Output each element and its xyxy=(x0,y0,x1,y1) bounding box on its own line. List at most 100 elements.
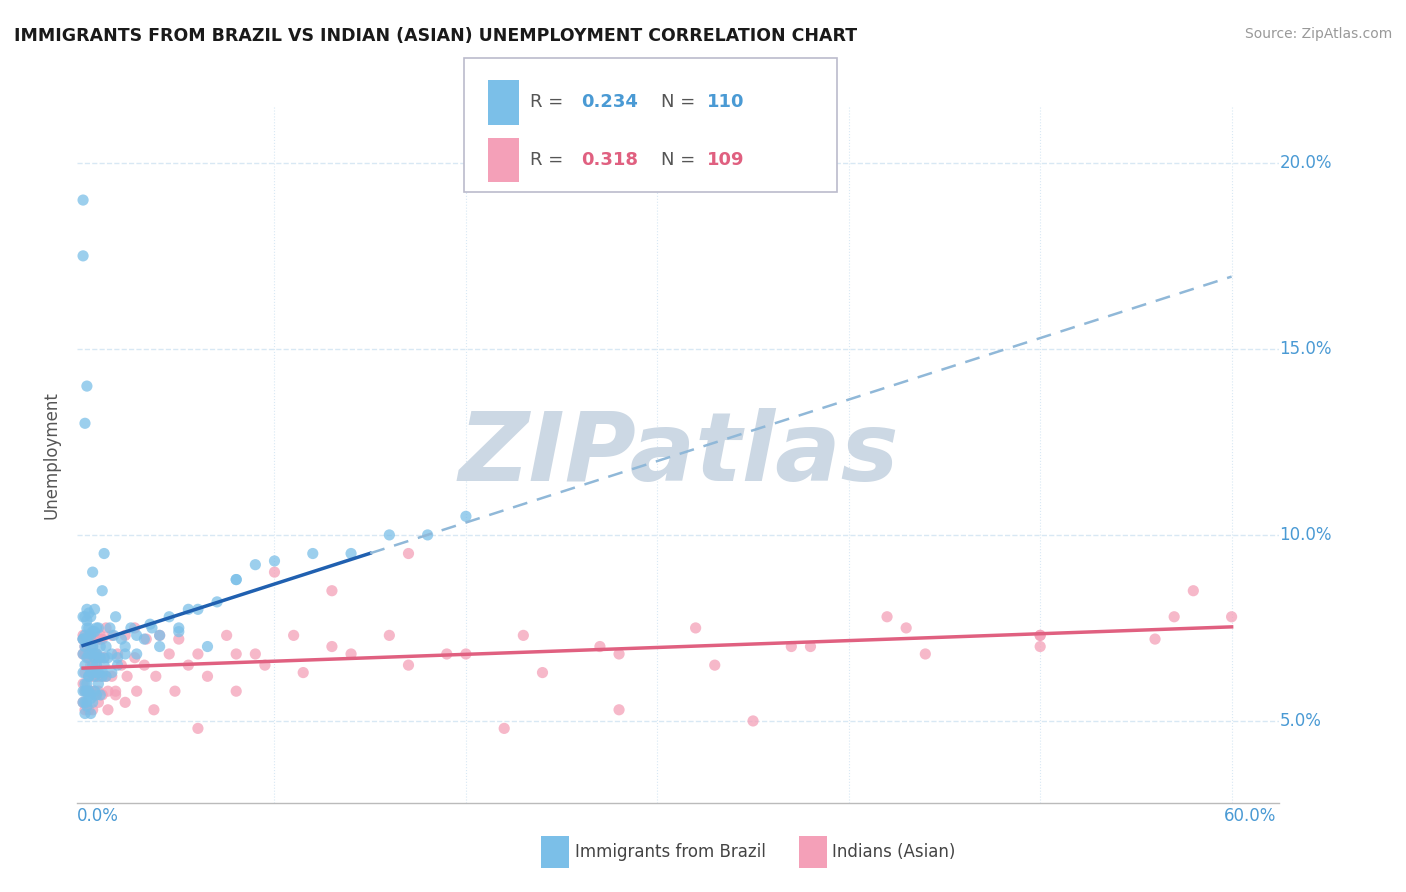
Text: IMMIGRANTS FROM BRAZIL VS INDIAN (ASIAN) UNEMPLOYMENT CORRELATION CHART: IMMIGRANTS FROM BRAZIL VS INDIAN (ASIAN)… xyxy=(14,27,858,45)
Point xyxy=(1163,609,1185,624)
Point xyxy=(86,658,108,673)
Point xyxy=(340,647,363,661)
Point xyxy=(292,665,315,680)
Point xyxy=(149,628,172,642)
Point xyxy=(83,650,105,665)
Point xyxy=(149,640,172,654)
Point xyxy=(76,699,98,714)
Point xyxy=(91,632,114,646)
Point xyxy=(114,695,136,709)
Point xyxy=(157,647,180,661)
Point xyxy=(72,647,94,661)
Point xyxy=(83,624,105,639)
Text: R =: R = xyxy=(530,94,564,112)
Point xyxy=(86,665,108,680)
Text: 20.0%: 20.0% xyxy=(1279,153,1331,172)
Point xyxy=(378,628,401,642)
Text: R =: R = xyxy=(530,151,564,169)
Text: 0.0%: 0.0% xyxy=(77,807,120,825)
Point xyxy=(77,669,100,683)
Point xyxy=(73,706,96,721)
Point xyxy=(89,632,111,646)
Point xyxy=(454,647,477,661)
Point xyxy=(742,714,765,728)
Point xyxy=(91,669,114,683)
Point xyxy=(607,647,630,661)
Point xyxy=(494,722,516,736)
Point xyxy=(163,684,186,698)
Point xyxy=(72,665,94,680)
Point xyxy=(82,669,104,683)
Point xyxy=(97,684,120,698)
Point xyxy=(82,647,104,661)
Point xyxy=(86,621,108,635)
Point xyxy=(225,573,247,587)
Point xyxy=(80,688,103,702)
Text: N =: N = xyxy=(661,151,695,169)
Point xyxy=(340,547,363,561)
Text: Immigrants from Brazil: Immigrants from Brazil xyxy=(575,843,766,861)
Point xyxy=(82,665,104,680)
Point xyxy=(80,658,103,673)
Point xyxy=(914,647,936,661)
Point xyxy=(215,628,238,642)
Point xyxy=(89,650,111,665)
Point xyxy=(301,547,323,561)
Point xyxy=(77,621,100,635)
Point xyxy=(93,650,115,665)
Point xyxy=(780,640,803,654)
Point xyxy=(80,684,103,698)
Point xyxy=(512,628,534,642)
Point xyxy=(89,628,111,642)
Point xyxy=(83,658,105,673)
Point xyxy=(83,647,105,661)
Point xyxy=(93,658,115,673)
Point xyxy=(80,706,103,721)
Point xyxy=(73,703,96,717)
Point xyxy=(167,621,190,635)
Point xyxy=(87,677,110,691)
Point xyxy=(77,688,100,702)
Point xyxy=(83,684,105,698)
Point xyxy=(125,628,148,642)
Point xyxy=(76,614,98,628)
Point xyxy=(89,650,111,665)
Point xyxy=(80,640,103,654)
Point xyxy=(91,665,114,680)
Point xyxy=(589,640,612,654)
Text: 0.318: 0.318 xyxy=(581,151,638,169)
Point xyxy=(187,722,209,736)
Point xyxy=(1029,628,1052,642)
Point xyxy=(98,621,121,635)
Point xyxy=(703,658,725,673)
Point xyxy=(73,640,96,654)
Point xyxy=(87,695,110,709)
Point xyxy=(82,647,104,661)
Point xyxy=(125,684,148,698)
Point xyxy=(145,669,167,683)
Point xyxy=(93,650,115,665)
Point xyxy=(82,640,104,654)
Point xyxy=(80,628,103,642)
Point xyxy=(86,647,108,661)
Point xyxy=(76,684,98,698)
Point xyxy=(77,606,100,620)
Point xyxy=(135,632,157,646)
Text: 110: 110 xyxy=(707,94,745,112)
Point xyxy=(197,640,219,654)
Point xyxy=(80,628,103,642)
Point xyxy=(141,621,163,635)
Point xyxy=(76,650,98,665)
Point xyxy=(149,628,172,642)
Point xyxy=(398,547,420,561)
Point xyxy=(82,624,104,639)
Point xyxy=(125,647,148,661)
Point xyxy=(104,688,127,702)
Point xyxy=(1220,609,1243,624)
Point xyxy=(97,650,120,665)
Point xyxy=(73,609,96,624)
Point xyxy=(83,632,105,646)
Point xyxy=(73,695,96,709)
Text: 10.0%: 10.0% xyxy=(1279,526,1331,544)
Point xyxy=(436,647,458,661)
